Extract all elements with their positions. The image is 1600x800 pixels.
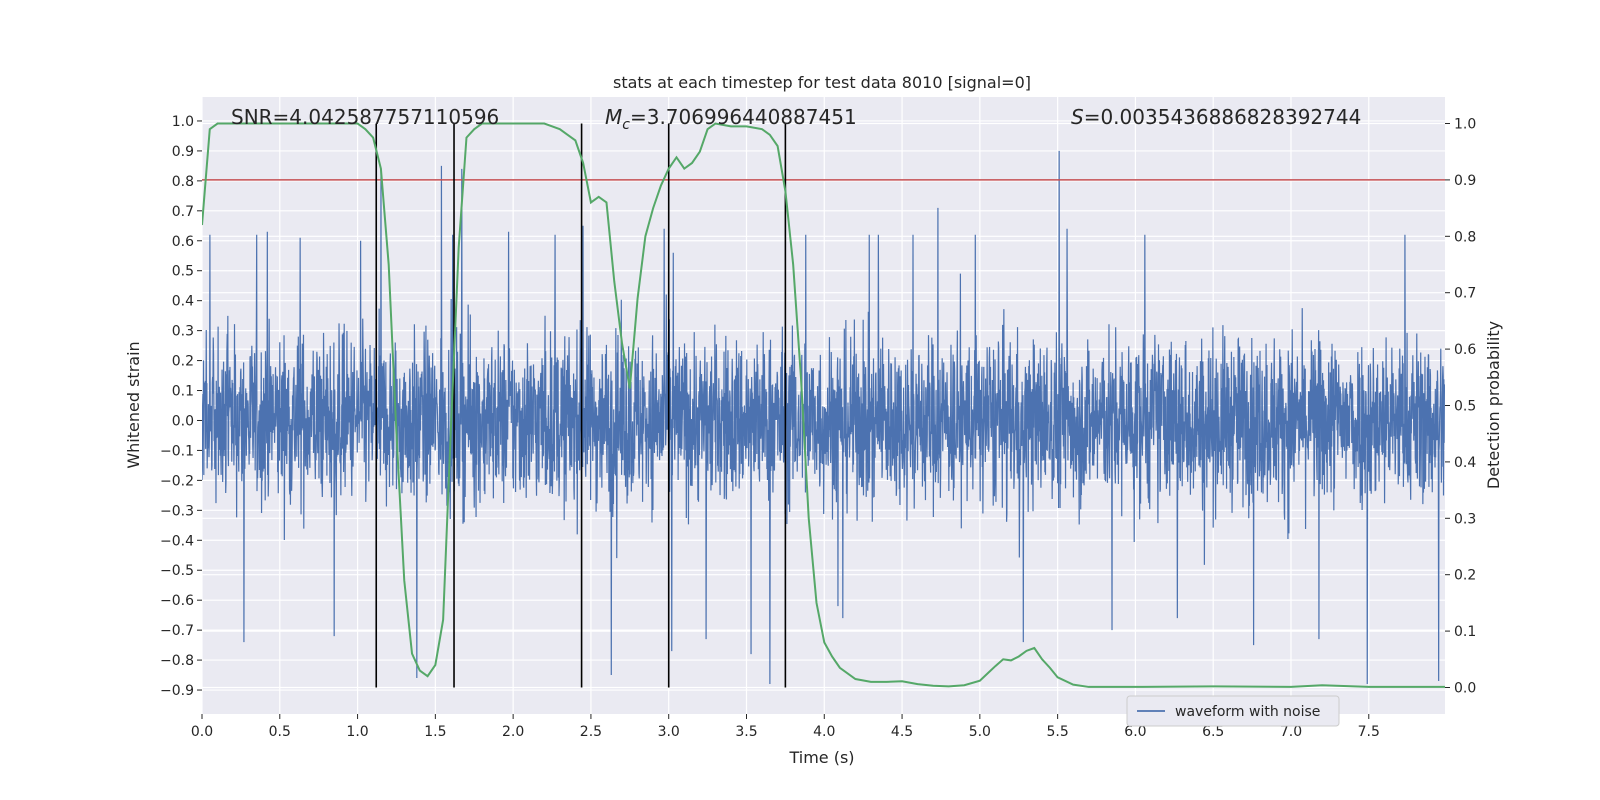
y2-axis-label: Detection probability: [1484, 321, 1503, 489]
y2-tick-label: 0.3: [1454, 511, 1476, 527]
y-tick-label: −0.3: [160, 503, 194, 519]
y-tick-label: −0.4: [160, 533, 194, 549]
y-tick-label: 0.5: [172, 264, 194, 280]
y2-tick-label: 0.7: [1454, 286, 1476, 302]
x-tick-label: 0.0: [191, 724, 213, 740]
y-tick-label: 0.9: [172, 144, 194, 160]
chirp-mass-annotation: Mc=3.706996440887451: [605, 105, 857, 133]
y-tick-label: −0.8: [160, 653, 194, 669]
legend-label-waveform: waveform with noise: [1175, 704, 1320, 720]
detection-probability-line: [202, 122, 1445, 688]
y-tick-label: −0.6: [160, 593, 194, 609]
legend-box: [1126, 695, 1340, 727]
x-tick-label: 4.5: [891, 724, 913, 740]
y-tick-label: 0.6: [172, 234, 194, 250]
y-tick-label: −0.5: [160, 563, 194, 579]
waveform-series-line: [202, 150, 1445, 685]
y2-tick-label: 0.2: [1454, 568, 1476, 584]
y-tick-label: −0.1: [160, 443, 194, 459]
y-axis-label: Whitened strain: [124, 341, 143, 468]
x-tick-label: 6.5: [1202, 724, 1224, 740]
y2-tick-label: 0.9: [1454, 173, 1476, 189]
x-tick-label: 3.0: [658, 724, 680, 740]
snr-annotation: SNR=4.042587757110596: [231, 105, 499, 129]
x-axis-label: Time (s): [788, 748, 854, 767]
y-tick-label: 1.0: [172, 114, 194, 130]
y2-tick-label: 0.6: [1454, 342, 1476, 358]
chart-title: stats at each timestep for test data 801…: [613, 73, 1031, 92]
y-tick-label: 0.1: [172, 384, 194, 400]
s-statistic-annotation: S=0.0035436886828392744: [1071, 105, 1361, 129]
x-tick-label: 2.5: [580, 724, 602, 740]
y-tick-label: −0.2: [160, 473, 194, 489]
y-tick-label: 0.2: [172, 354, 194, 370]
y-tick-label: 0.7: [172, 204, 194, 220]
x-tick-label: 7.5: [1358, 724, 1380, 740]
legend: waveform with noise: [1126, 695, 1340, 727]
y-tick-label: 0.8: [172, 174, 194, 190]
y2-tick-label: 1.0: [1454, 117, 1476, 133]
y-tick-label: 0.0: [172, 413, 194, 429]
x-tick-label: 0.5: [269, 724, 291, 740]
y2-tick-label: 0.8: [1454, 229, 1476, 245]
x-tick-label: 5.0: [969, 724, 991, 740]
y2-tick-label: 0.0: [1454, 680, 1476, 696]
x-tick-label: 1.5: [424, 724, 446, 740]
y-tick-label: −0.9: [160, 683, 194, 699]
x-tick-label: 2.0: [502, 724, 524, 740]
y-tick-label: −0.7: [160, 623, 194, 639]
x-tick-label: 5.5: [1046, 724, 1068, 740]
x-tick-label: 3.5: [735, 724, 757, 740]
y-tick-label: 0.4: [172, 294, 194, 310]
y-tick-label: 0.3: [172, 324, 194, 340]
x-tick-label: 1.0: [346, 724, 368, 740]
x-tick-label: 6.0: [1124, 724, 1146, 740]
y2-tick-label: 0.4: [1454, 455, 1476, 471]
x-tick-label: 7.0: [1280, 724, 1302, 740]
x-tick-label: 4.0: [813, 724, 835, 740]
y2-tick-label: 0.5: [1454, 399, 1476, 415]
y2-tick-label: 0.1: [1454, 624, 1476, 640]
